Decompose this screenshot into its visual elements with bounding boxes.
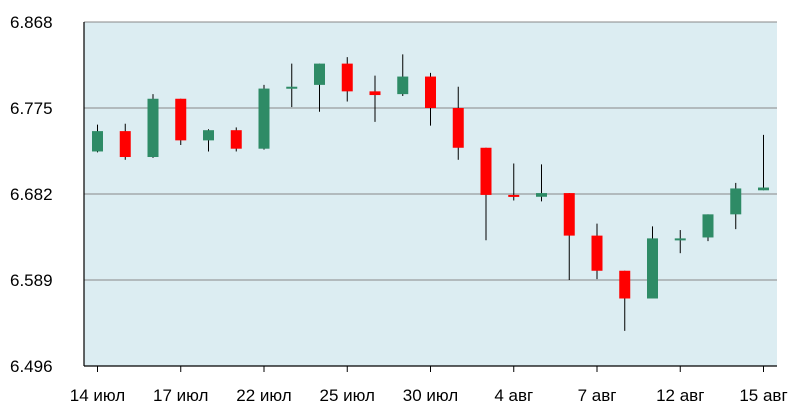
candle-body-down bbox=[563, 193, 575, 236]
candle-body-down bbox=[230, 130, 242, 149]
candle-body-up bbox=[702, 214, 714, 238]
candle-body-down bbox=[480, 147, 492, 195]
candle-body-up bbox=[647, 238, 658, 299]
x-tick-label: 4 авг bbox=[494, 386, 533, 405]
candle-body-up bbox=[674, 238, 686, 241]
candle-body-up bbox=[397, 76, 409, 95]
candle-body-down bbox=[175, 98, 187, 141]
candle-body-up bbox=[286, 86, 298, 89]
y-tick-labels: 6.868 6.775 6.682 6.589 6.496 bbox=[10, 13, 53, 376]
candle-body-up bbox=[536, 193, 547, 197]
candle-body-up bbox=[758, 187, 769, 191]
candle-body-up bbox=[258, 88, 270, 149]
candle-body-down bbox=[369, 91, 381, 96]
candle-body-down bbox=[591, 235, 603, 271]
x-tick-label: 22 июл bbox=[236, 386, 291, 405]
y-tick-label: 6.868 bbox=[10, 13, 53, 32]
candle-body-down bbox=[508, 194, 520, 197]
candle-body-down bbox=[425, 76, 436, 108]
candle-body-up bbox=[314, 63, 325, 85]
candle-body-down bbox=[341, 63, 353, 92]
y-tick-label: 6.775 bbox=[10, 99, 53, 118]
candle-body-up bbox=[92, 131, 103, 152]
x-tick-label: 15 авг bbox=[739, 386, 787, 405]
candle-body-up bbox=[730, 188, 742, 215]
candle-body-down bbox=[119, 131, 131, 158]
x-tick-labels: 14 июл 17 июл 22 июл 25 июл 30 июл 4 авг 7 авг… bbox=[70, 366, 788, 405]
candle-body-down bbox=[452, 108, 464, 148]
y-tick-label: 6.496 bbox=[10, 357, 53, 376]
x-tick-label: 30 июл bbox=[403, 386, 458, 405]
candle-body-up bbox=[147, 98, 159, 158]
candle-body-down bbox=[619, 270, 631, 299]
x-tick-label: 17 июл bbox=[153, 386, 208, 405]
candles bbox=[92, 54, 769, 331]
x-tick-label: 7 авг bbox=[578, 386, 617, 405]
x-tick-label: 12 авг bbox=[656, 386, 704, 405]
candle-body-up bbox=[203, 130, 214, 141]
x-tick-label: 14 июл bbox=[70, 386, 125, 405]
y-tick-label: 6.589 bbox=[10, 271, 53, 290]
y-tick-label: 6.682 bbox=[10, 185, 53, 204]
x-tick-label: 25 июл bbox=[320, 386, 375, 405]
